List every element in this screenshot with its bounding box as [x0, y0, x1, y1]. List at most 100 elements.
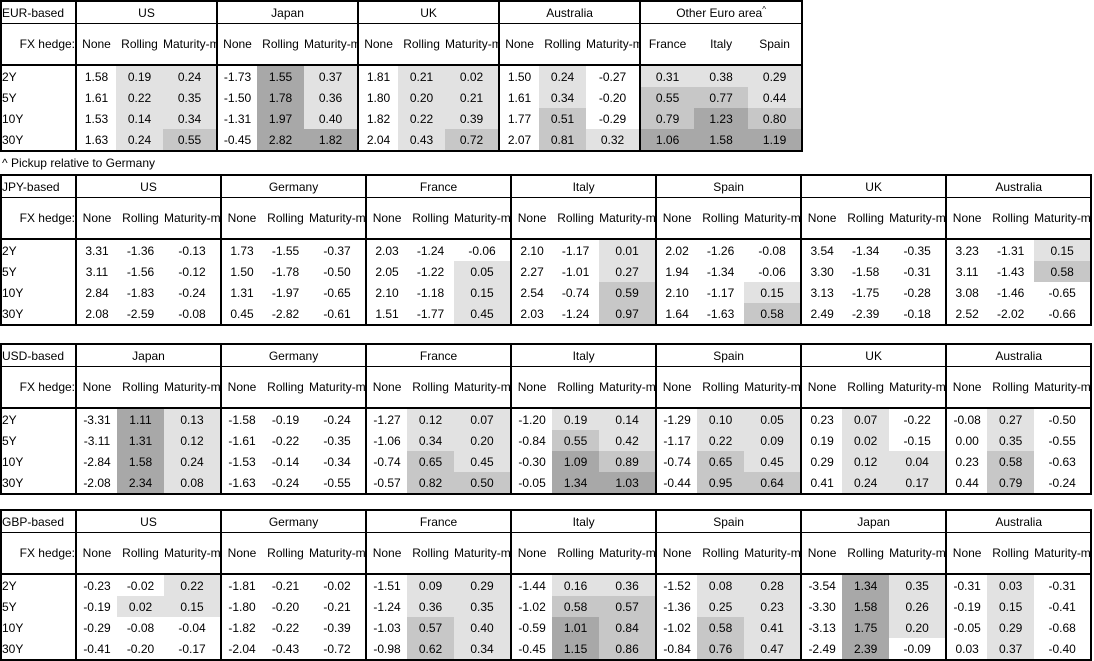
value-cell: -0.65: [323, 285, 351, 300]
value-cell: 0.07: [842, 408, 890, 430]
value-cell: -0.31: [1048, 578, 1076, 593]
value-cell: 3.13: [800, 282, 843, 303]
value-cell: -0.37: [323, 243, 351, 258]
value-cell: -0.08: [126, 620, 155, 635]
table-section-usd-based: USD-based Japan Germany France Italy Spain UK A…: [0, 343, 1094, 495]
hedge-type-header: Maturity-matched: [1034, 197, 1092, 240]
value-cell: 2.82: [257, 129, 305, 151]
value-cell: 0.86: [599, 638, 657, 660]
value-cell: 0.36: [407, 596, 455, 617]
value-cell: 0.23: [945, 451, 988, 472]
value-cell: 1.51: [365, 303, 408, 325]
value-cell: 0.45: [454, 451, 512, 472]
value-cell: -0.41: [1048, 599, 1076, 614]
value-cell: 1.61: [75, 87, 116, 108]
value-cell: -1.77: [416, 306, 445, 321]
value-cell: 0.27: [599, 261, 657, 282]
value-cell: 2.27: [510, 261, 553, 282]
value-cell: 0.12: [164, 430, 222, 451]
table-row: 30Y 2.08 -2.59 -0.08 0.45 -2.82 -0.61 1.51 -1.77…: [1, 303, 1091, 325]
value-cell: 0.03: [945, 638, 988, 660]
hedge-type-header: None: [655, 532, 698, 575]
table-row: 5Y 1.61 0.22 0.35 -1.50 1.78 0.36 1.80 0.20 0.21 1…: [1, 87, 803, 108]
value-cell: 1.77: [498, 108, 540, 129]
tenor-label: 10Y: [2, 111, 24, 126]
value-cell: 0.14: [116, 108, 163, 129]
value-cell: 2.54: [510, 282, 553, 303]
value-cell: 0.21: [398, 65, 446, 87]
country-name: Italy: [572, 514, 595, 529]
value-cell: 0.65: [697, 451, 745, 472]
value-cell: 0.41: [744, 617, 802, 638]
value-cell: 0.15: [454, 282, 512, 303]
value-cell: -2.59: [126, 306, 155, 321]
country-header: Australia: [945, 510, 1092, 533]
value-cell: -1.63: [706, 306, 735, 321]
value-cell: 0.28: [744, 574, 802, 596]
value-cell: 0.44: [748, 87, 803, 108]
table-section-gbp-based: GBP-based US Germany France Italy Spain Japan A…: [0, 509, 1094, 661]
hedge-type-header: None: [510, 366, 553, 409]
value-cell: 0.15: [164, 596, 222, 617]
value-cell: -0.24: [271, 475, 300, 490]
value-cell: 1.06: [639, 129, 695, 151]
value-cell: -1.27: [365, 408, 408, 430]
country-header: France: [365, 175, 512, 198]
gbp-based-table: GBP-based US Germany France Italy Spain Japan A…: [0, 509, 1093, 661]
value-cell: -1.01: [561, 264, 590, 279]
value-cell: 1.73: [220, 239, 263, 261]
value-cell: -1.02: [655, 617, 698, 638]
value-cell: 0.76: [697, 638, 745, 660]
value-cell: 3.31: [75, 239, 117, 261]
hedge-type-header: Rolling: [407, 197, 455, 240]
hedge-type-header: None: [357, 23, 399, 66]
country-name: Italy: [572, 348, 595, 363]
country-header: Australia: [945, 344, 1092, 367]
value-cell: 0.19: [116, 65, 163, 87]
value-cell: 1.03: [599, 472, 657, 494]
value-cell: -3.30: [800, 596, 843, 617]
value-cell: -0.45: [510, 638, 553, 660]
value-cell: 2.34: [117, 472, 164, 494]
value-cell: -0.29: [598, 111, 627, 126]
value-cell: -0.06: [468, 243, 496, 258]
hedge-type-header: Rolling: [117, 197, 164, 240]
country-header: Spain: [655, 344, 802, 367]
value-cell: 3.54: [800, 239, 843, 261]
table-row: 2Y 3.31 -1.36 -0.13 1.73 -1.55 -0.37 2.03 -1.24 -…: [1, 239, 1092, 261]
value-cell: 0.15: [1034, 239, 1092, 261]
value-cell: -1.51: [365, 574, 408, 596]
value-cell: -1.02: [510, 596, 553, 617]
value-cell: -0.02: [323, 578, 351, 593]
value-cell: -0.22: [903, 412, 931, 427]
value-cell: 0.59: [599, 282, 657, 303]
fx-hedge-label: FX hedge:: [1, 23, 76, 66]
value-cell: -0.18: [903, 306, 931, 321]
value-cell: 0.57: [599, 596, 657, 617]
value-cell: 3.11: [945, 261, 988, 282]
value-cell: 0.80: [748, 108, 803, 129]
value-cell: 1.94: [655, 261, 698, 282]
value-cell: 0.02: [117, 596, 164, 617]
country-header: France: [365, 344, 512, 367]
hedge-type-header: Rolling: [697, 197, 745, 240]
value-cell: 0.77: [694, 87, 749, 108]
country-name: US: [140, 514, 157, 529]
value-cell: -3.11: [75, 430, 117, 451]
value-cell: 1.82: [357, 108, 399, 129]
tenor-label: 5Y: [2, 90, 17, 105]
country-header: UK: [800, 344, 947, 367]
value-cell: -1.24: [561, 306, 590, 321]
value-cell: -1.53: [220, 451, 263, 472]
value-cell: 0.40: [304, 108, 359, 129]
value-cell: 1.34: [842, 574, 890, 596]
value-cell: 0.22: [116, 87, 163, 108]
value-cell: 0.16: [552, 574, 600, 596]
country-header: Italy: [510, 344, 657, 367]
value-cell: 0.34: [454, 638, 512, 660]
value-cell: -0.29: [75, 617, 117, 638]
hedge-type-header: Rolling: [552, 366, 600, 409]
tenor-label: 2Y: [2, 578, 17, 593]
value-cell: -1.50: [216, 87, 258, 108]
value-cell: 0.65: [407, 451, 455, 472]
